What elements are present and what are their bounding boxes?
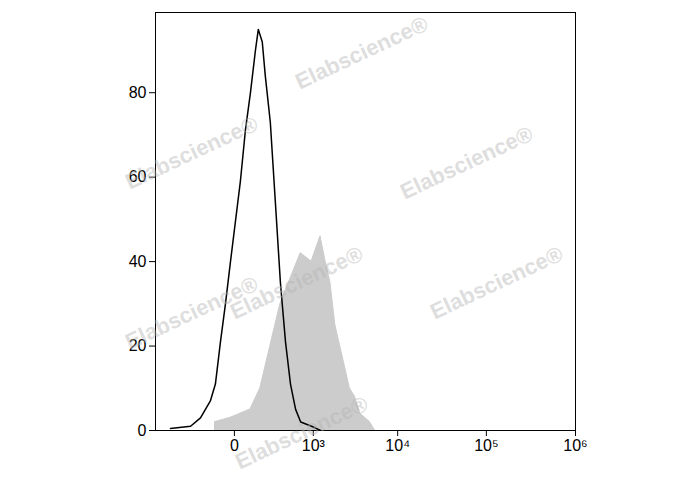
svg-text:10⁴: 10⁴ — [385, 437, 410, 454]
svg-text:80: 80 — [129, 84, 147, 101]
svg-text:0: 0 — [230, 437, 239, 454]
svg-text:0: 0 — [138, 422, 147, 439]
svg-text:20: 20 — [129, 337, 147, 354]
svg-text:10⁶: 10⁶ — [563, 437, 587, 454]
svg-text:40: 40 — [129, 253, 147, 270]
svg-text:60: 60 — [129, 168, 147, 185]
svg-text:10⁵: 10⁵ — [474, 437, 498, 454]
svg-text:10³: 10³ — [302, 437, 326, 454]
